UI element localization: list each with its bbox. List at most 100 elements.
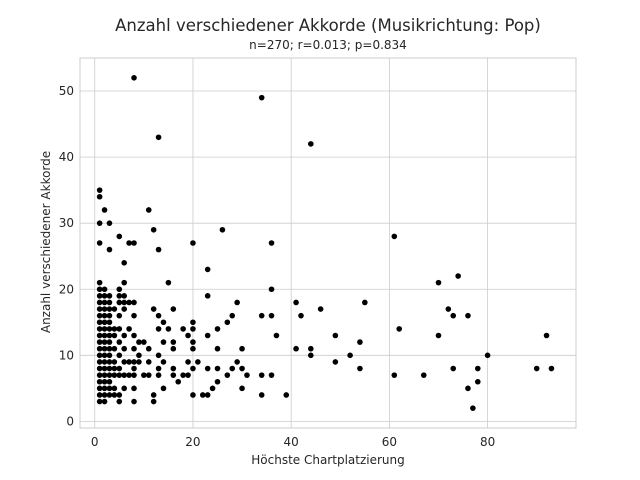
data-point bbox=[96, 279, 103, 286]
data-point bbox=[155, 372, 162, 378]
data-point bbox=[101, 365, 108, 372]
data-point bbox=[445, 306, 452, 312]
data-point bbox=[136, 352, 142, 359]
data-point bbox=[548, 365, 555, 372]
data-point bbox=[131, 398, 137, 405]
data-point bbox=[106, 312, 113, 319]
data-point bbox=[96, 378, 103, 385]
data-point bbox=[106, 365, 113, 372]
data-point bbox=[111, 359, 118, 365]
data-point bbox=[234, 359, 240, 365]
data-point bbox=[185, 359, 191, 365]
data-point bbox=[268, 312, 275, 319]
data-point bbox=[145, 359, 152, 365]
data-point bbox=[121, 299, 127, 306]
data-point bbox=[131, 312, 137, 319]
tick-labels: 0 20 40 60 80 0 10 20 30 40 50 bbox=[59, 84, 496, 449]
data-point bbox=[96, 372, 103, 378]
chart-subtitle: n=270; r=0.013; p=0.834 bbox=[249, 38, 407, 52]
data-point bbox=[391, 372, 398, 378]
data-point bbox=[106, 392, 113, 398]
data-point bbox=[465, 385, 471, 392]
data-point bbox=[155, 365, 162, 372]
data-point bbox=[121, 279, 127, 286]
data-point bbox=[126, 240, 132, 246]
grid-lines bbox=[80, 58, 576, 428]
y-tick-label: 10 bbox=[59, 348, 74, 362]
data-point bbox=[121, 372, 127, 378]
data-point bbox=[131, 299, 137, 306]
data-point bbox=[106, 246, 113, 253]
data-point bbox=[145, 345, 152, 352]
data-point bbox=[101, 378, 108, 385]
data-point bbox=[170, 306, 177, 312]
data-point bbox=[229, 365, 236, 372]
data-point bbox=[96, 286, 103, 293]
data-point bbox=[111, 332, 118, 339]
data-point bbox=[308, 345, 314, 352]
data-point bbox=[155, 246, 162, 253]
data-point bbox=[190, 319, 196, 326]
data-point bbox=[116, 392, 123, 398]
data-point bbox=[116, 233, 123, 240]
data-point bbox=[101, 312, 108, 319]
data-point bbox=[96, 332, 103, 339]
data-point bbox=[229, 312, 236, 319]
data-point bbox=[155, 312, 162, 319]
data-point bbox=[268, 372, 275, 378]
data-point bbox=[106, 339, 113, 345]
data-point bbox=[101, 319, 108, 326]
data-point bbox=[96, 220, 103, 226]
data-point bbox=[239, 385, 245, 392]
data-point bbox=[332, 359, 339, 365]
data-point bbox=[131, 345, 137, 352]
data-point bbox=[258, 312, 265, 319]
data-point bbox=[420, 372, 427, 378]
data-point bbox=[165, 279, 172, 286]
data-point bbox=[224, 319, 231, 326]
data-point bbox=[190, 240, 196, 246]
data-point bbox=[101, 332, 108, 339]
data-point bbox=[121, 345, 127, 352]
data-point bbox=[96, 193, 103, 200]
data-point bbox=[101, 306, 108, 312]
data-point bbox=[170, 339, 177, 345]
data-point bbox=[170, 372, 177, 378]
data-point bbox=[96, 312, 103, 319]
data-point bbox=[121, 293, 127, 299]
data-point bbox=[283, 392, 290, 398]
data-point bbox=[155, 326, 162, 332]
data-point bbox=[106, 332, 113, 339]
data-point bbox=[165, 326, 172, 332]
y-tick-label: 20 bbox=[59, 282, 74, 296]
data-point bbox=[101, 398, 108, 405]
data-point bbox=[101, 326, 108, 332]
data-point bbox=[106, 359, 113, 365]
data-point bbox=[106, 345, 113, 352]
data-point bbox=[131, 385, 137, 392]
data-point bbox=[106, 385, 113, 392]
data-point bbox=[204, 365, 211, 372]
data-point bbox=[116, 312, 123, 319]
data-point bbox=[268, 286, 275, 293]
data-point bbox=[347, 352, 353, 359]
data-point bbox=[190, 326, 196, 332]
data-point bbox=[273, 332, 280, 339]
data-point bbox=[96, 352, 103, 359]
data-point bbox=[214, 365, 221, 372]
data-point bbox=[357, 365, 363, 372]
data-point bbox=[190, 339, 196, 345]
data-point bbox=[121, 385, 127, 392]
data-point bbox=[190, 392, 196, 398]
data-point bbox=[96, 339, 103, 345]
data-point bbox=[435, 332, 442, 339]
data-point bbox=[141, 372, 147, 378]
data-point bbox=[214, 378, 221, 385]
data-point bbox=[116, 398, 123, 405]
data-point bbox=[308, 141, 314, 147]
data-point bbox=[96, 398, 103, 405]
data-point bbox=[268, 240, 275, 246]
data-point bbox=[357, 339, 363, 345]
data-point bbox=[121, 260, 127, 266]
data-point bbox=[101, 372, 108, 378]
